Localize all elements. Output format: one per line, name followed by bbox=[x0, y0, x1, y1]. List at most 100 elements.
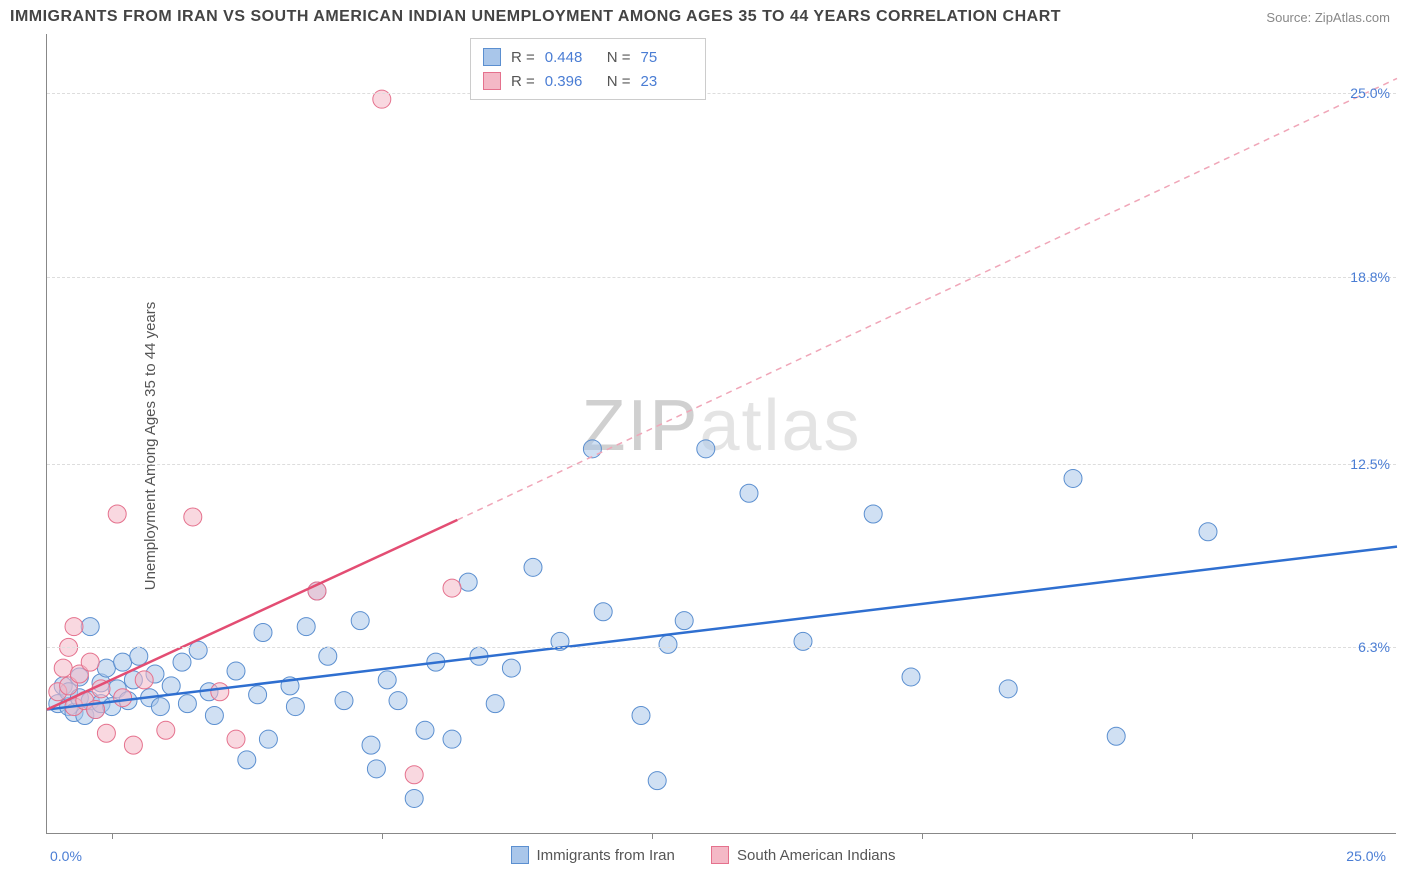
correlation-legend: R = 0.448 N = 75 R = 0.396 N = 23 bbox=[470, 38, 706, 100]
scatter-point bbox=[151, 698, 169, 716]
scatter-point bbox=[443, 579, 461, 597]
scatter-point bbox=[416, 721, 434, 739]
scatter-point bbox=[378, 671, 396, 689]
scatter-point bbox=[189, 641, 207, 659]
legend-swatch-pink bbox=[483, 72, 501, 90]
scatter-point bbox=[184, 508, 202, 526]
source-link[interactable]: ZipAtlas.com bbox=[1315, 10, 1390, 25]
legend-swatch-sai bbox=[711, 846, 729, 864]
plot-area: ZIPatlas 6.3%12.5%18.8%25.0% bbox=[46, 34, 1396, 834]
r-label: R = bbox=[511, 49, 535, 66]
scatter-point bbox=[249, 686, 267, 704]
scatter-point bbox=[162, 677, 180, 695]
scatter-point bbox=[319, 647, 337, 665]
scatter-point bbox=[335, 692, 353, 710]
scatter-point bbox=[130, 647, 148, 665]
scatter-point bbox=[81, 618, 99, 636]
scatter-point bbox=[54, 659, 72, 677]
scatter-point bbox=[405, 789, 423, 807]
scatter-point bbox=[178, 695, 196, 713]
scatter-point bbox=[583, 440, 601, 458]
scatter-point bbox=[632, 706, 650, 724]
gridline bbox=[47, 647, 1396, 648]
gridline bbox=[47, 93, 1396, 94]
scatter-point bbox=[65, 618, 83, 636]
scatter-point bbox=[999, 680, 1017, 698]
n-value-1: 75 bbox=[641, 49, 693, 66]
scatter-point bbox=[351, 612, 369, 630]
chart-title: IMMIGRANTS FROM IRAN VS SOUTH AMERICAN I… bbox=[10, 8, 1061, 26]
legend-row-2: R = 0.396 N = 23 bbox=[483, 69, 693, 93]
scatter-point bbox=[108, 505, 126, 523]
legend-row-1: R = 0.448 N = 75 bbox=[483, 45, 693, 69]
scatter-point bbox=[902, 668, 920, 686]
scatter-point bbox=[124, 736, 142, 754]
source-attribution: Source: ZipAtlas.com bbox=[1266, 10, 1390, 25]
scatter-point bbox=[367, 760, 385, 778]
scatter-point bbox=[114, 653, 132, 671]
scatter-point bbox=[864, 505, 882, 523]
legend-swatch-iran bbox=[511, 846, 529, 864]
x-axis-min: 0.0% bbox=[50, 848, 82, 864]
gridline bbox=[47, 464, 1396, 465]
scatter-point bbox=[502, 659, 520, 677]
legend-item-sai: South American Indians bbox=[711, 846, 895, 864]
scatter-point bbox=[227, 730, 245, 748]
scatter-point bbox=[227, 662, 245, 680]
scatter-point bbox=[259, 730, 277, 748]
legend-swatch-blue bbox=[483, 48, 501, 66]
scatter-point bbox=[594, 603, 612, 621]
scatter-point bbox=[443, 730, 461, 748]
source-label: Source: bbox=[1266, 10, 1311, 25]
scatter-point bbox=[254, 624, 272, 642]
r-label: R = bbox=[511, 73, 535, 90]
x-tickmark bbox=[1192, 833, 1193, 839]
trend-line-iran bbox=[47, 547, 1397, 710]
n-label: N = bbox=[607, 73, 631, 90]
scatter-point bbox=[135, 671, 153, 689]
r-value-1: 0.448 bbox=[545, 49, 597, 66]
scatter-point bbox=[1107, 727, 1125, 745]
scatter-point bbox=[362, 736, 380, 754]
x-tickmark bbox=[382, 833, 383, 839]
y-tick-label: 12.5% bbox=[1350, 456, 1390, 472]
scatter-point bbox=[389, 692, 407, 710]
x-axis-max: 25.0% bbox=[1346, 848, 1386, 864]
x-tickmark bbox=[922, 833, 923, 839]
legend-label-sai: South American Indians bbox=[737, 847, 895, 864]
scatter-point bbox=[405, 766, 423, 784]
y-tick-label: 6.3% bbox=[1358, 639, 1390, 655]
scatter-point bbox=[238, 751, 256, 769]
scatter-point bbox=[286, 698, 304, 716]
chart-svg bbox=[47, 34, 1396, 833]
scatter-point bbox=[659, 635, 677, 653]
scatter-point bbox=[459, 573, 477, 591]
legend-label-iran: Immigrants from Iran bbox=[537, 847, 675, 864]
r-value-2: 0.396 bbox=[545, 73, 597, 90]
scatter-point bbox=[157, 721, 175, 739]
scatter-point bbox=[114, 689, 132, 707]
series-legend: Immigrants from Iran South American Indi… bbox=[0, 846, 1406, 868]
n-value-2: 23 bbox=[641, 73, 693, 90]
scatter-point bbox=[81, 653, 99, 671]
scatter-point bbox=[697, 440, 715, 458]
y-tick-label: 25.0% bbox=[1350, 85, 1390, 101]
legend-item-iran: Immigrants from Iran bbox=[511, 846, 675, 864]
scatter-point bbox=[205, 706, 223, 724]
scatter-point bbox=[740, 484, 758, 502]
scatter-point bbox=[486, 695, 504, 713]
scatter-point bbox=[1064, 469, 1082, 487]
scatter-point bbox=[1199, 523, 1217, 541]
trend-line-sai-dashed bbox=[457, 78, 1397, 519]
scatter-point bbox=[211, 683, 229, 701]
scatter-point bbox=[297, 618, 315, 636]
x-tickmark bbox=[652, 833, 653, 839]
y-tick-label: 18.8% bbox=[1350, 269, 1390, 285]
scatter-point bbox=[97, 724, 115, 742]
n-label: N = bbox=[607, 49, 631, 66]
scatter-point bbox=[648, 772, 666, 790]
scatter-point bbox=[524, 558, 542, 576]
gridline bbox=[47, 277, 1396, 278]
scatter-point bbox=[97, 659, 115, 677]
scatter-point bbox=[675, 612, 693, 630]
